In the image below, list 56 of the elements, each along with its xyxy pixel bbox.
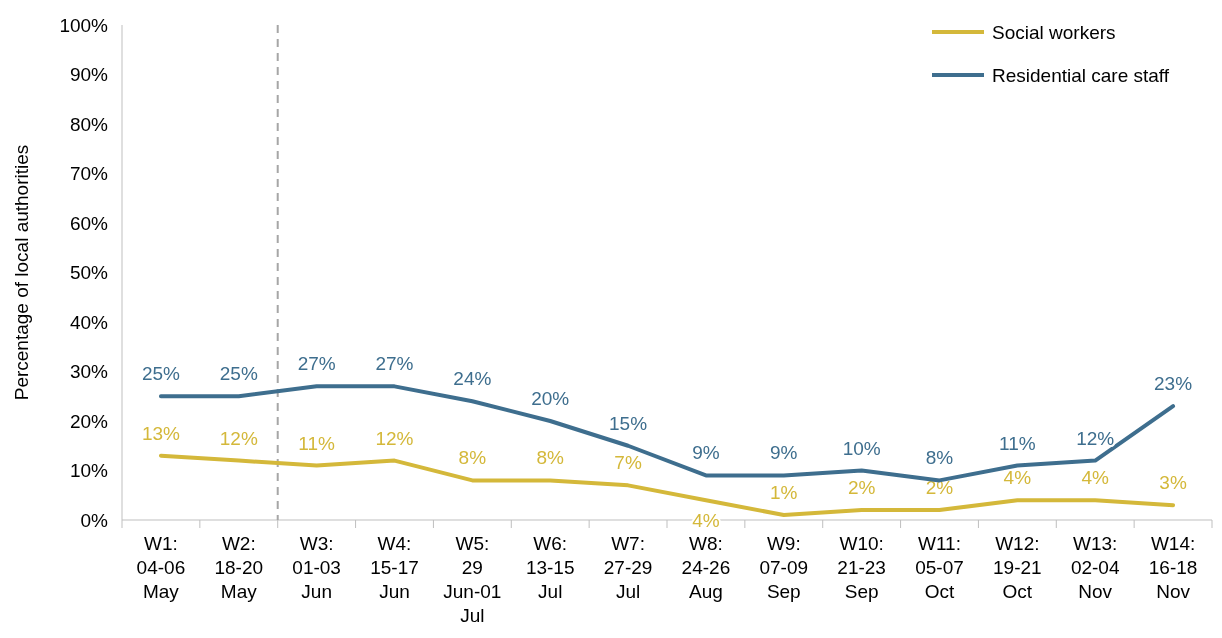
x-tick-label: W8: 24-26 Aug [681,533,731,602]
y-axis-title: Percentage of local authorities [11,144,32,401]
data-label: 12% [219,427,258,449]
x-tick-label: W4: 15-17 Jun [370,533,419,602]
data-label: 25% [219,363,258,385]
data-label: 11% [999,432,1036,454]
x-tick-label: W11: 05-07 Oct [915,533,964,602]
data-label: 10% [842,437,881,459]
data-label: 2% [847,477,876,499]
legend-label: Residential care staff [992,64,1170,86]
data-label: 4% [1003,467,1032,489]
data-label: 2% [925,477,954,499]
data-label: 23% [1154,373,1193,395]
y-tick-label: 70% [69,163,109,185]
data-label: 8% [458,447,487,469]
x-tick-label: W6: 13-15 Jul [525,533,575,602]
data-label: 9% [692,442,720,464]
data-label: 25% [141,363,181,385]
y-tick-label: 50% [69,262,109,284]
data-label: 3% [1159,472,1187,494]
data-label: 1% [770,482,798,504]
legend-label: Social workers [992,21,1116,43]
x-tick-label: W9: 07-09 Sep [759,533,809,602]
y-tick-label: 20% [69,410,109,432]
y-tick-label: 10% [69,460,109,482]
x-tick-label: W1: 04-06 May [136,533,186,602]
data-label: 8% [536,447,565,469]
data-label: 4% [1081,467,1110,489]
x-tick-label: W3: 01-03 Jun [292,533,341,602]
x-tick-label: W13: 02-04 Nov [1070,533,1120,602]
x-tick-label: W14: 16-18 Nov [1148,533,1198,602]
y-tick-label: 30% [69,361,109,383]
data-label: 12% [375,427,414,449]
data-label: 11% [298,432,336,454]
x-tick-label: W10: 21-23 Sep [837,533,886,602]
data-label: 12% [1076,427,1115,449]
y-tick-label: 100% [59,14,109,36]
data-label: 27% [375,353,414,375]
data-label: 13% [141,422,181,444]
data-label: 27% [297,353,336,375]
data-label: 7% [614,452,642,474]
data-label: 24% [453,368,492,390]
x-tick-label: W7: 27-29 Jul [603,533,653,602]
y-tick-label: 60% [69,212,109,234]
x-tick-label: W5: 29 Jun-01 Jul [443,533,502,626]
x-tick-label: W12: 19-21 Oct [993,533,1042,602]
y-tick-label: 80% [69,113,109,135]
x-tick-label: W2: 18-20 May [214,533,264,602]
data-label: 20% [531,388,570,409]
y-tick-label: 0% [80,509,109,531]
data-label: 9% [770,442,798,464]
y-tick-label: 90% [69,64,109,86]
data-label: 15% [609,412,648,434]
y-tick-label: 40% [69,311,109,333]
data-label: 4% [692,510,720,532]
data-label: 8% [925,447,954,469]
